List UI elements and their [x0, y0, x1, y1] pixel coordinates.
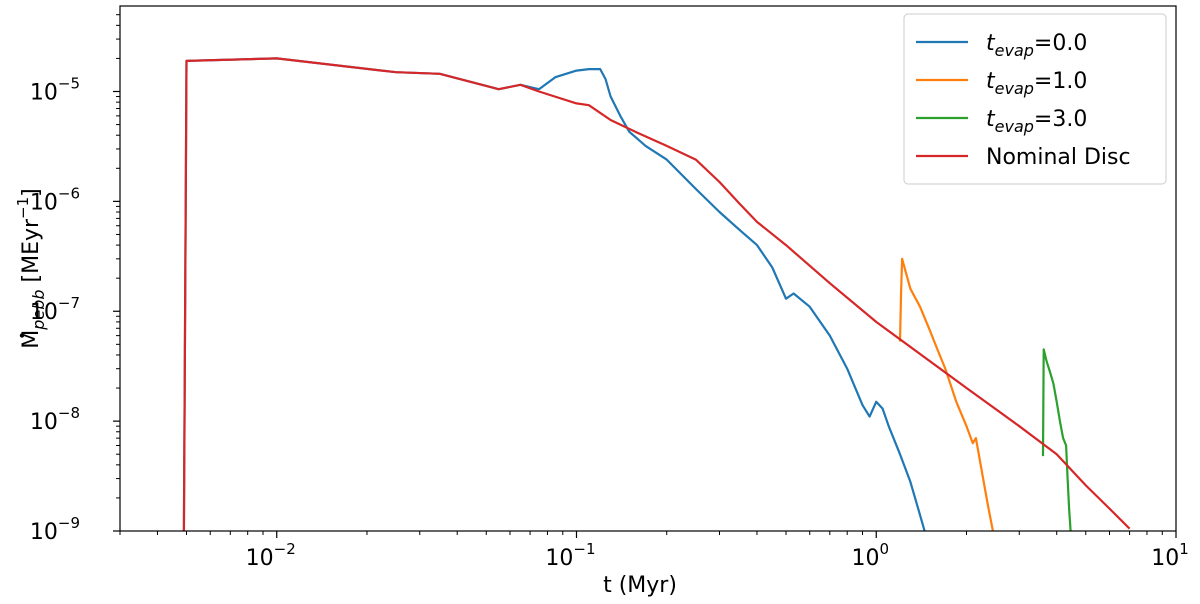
series-line-3: [182, 57, 1131, 531]
y-tick-label: 10−8: [30, 404, 80, 435]
ylabel-dot-accent: [19, 333, 25, 338]
series-layer: [182, 57, 1131, 531]
series-line-0: [182, 57, 926, 531]
plot-frame: [119, 5, 1177, 532]
x-tick-label: 10−2: [246, 540, 296, 571]
y-tick-label: 10−5: [30, 74, 80, 105]
x-tick-label: 100: [851, 540, 889, 571]
x-tick-label: 101: [1151, 540, 1189, 571]
series-line-2: [1041, 348, 1072, 531]
legend-box: [903, 13, 1167, 185]
y-tick-label: 10−9: [30, 514, 80, 545]
ticks-layer: 10−2 10−1 100 101 10−9 10−8 10−7 10−6 10−5: [30, 14, 1189, 571]
x-axis-label: t (Myr): [603, 573, 677, 598]
legend-label-2: tevap=3.0: [986, 107, 1087, 136]
legend-label-1: tevap=1.0: [986, 69, 1087, 98]
y-tick-label: 10−6: [30, 184, 80, 215]
y-axis-label: Mpebb [MEyr−1]: [14, 188, 48, 349]
x-tick-label: 10−1: [545, 540, 595, 571]
axis-labels: t (Myr) Mpebb [MEyr−1]: [14, 188, 677, 598]
legend: tevap=0.0 tevap=1.0 tevap=3.0 Nominal Disc: [903, 13, 1167, 185]
legend-label-0: tevap=0.0: [986, 31, 1087, 60]
legend-label-3: Nominal Disc: [986, 145, 1131, 170]
series-line-1: [898, 257, 994, 531]
y-tick-label: 10−7: [30, 294, 80, 325]
